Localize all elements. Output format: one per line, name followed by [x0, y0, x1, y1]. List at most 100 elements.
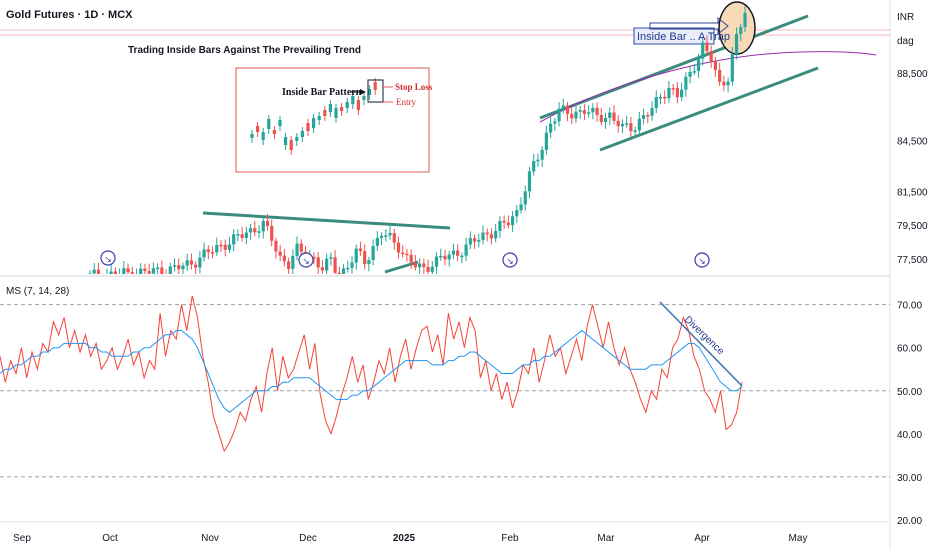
support-trendline-early — [384, 260, 419, 274]
candle-body — [282, 255, 286, 262]
candle-body — [341, 268, 346, 274]
candle-body — [671, 87, 675, 90]
candle-body — [527, 171, 532, 192]
event-marker-glyph: ↘ — [302, 256, 310, 266]
oscillator-tick-label: 50.00 — [897, 387, 922, 398]
candle-body — [185, 260, 189, 266]
candle-body — [595, 107, 599, 115]
candle-body — [295, 243, 299, 256]
candle-body — [739, 26, 743, 34]
oscillator-slow-line — [0, 329, 743, 413]
candle-body — [147, 271, 151, 274]
event-marker-icon[interactable] — [502, 252, 518, 268]
candle-body — [650, 108, 654, 116]
inside-bar-frame — [367, 79, 384, 103]
time-tick-label: Nov — [201, 533, 219, 544]
candle-body — [156, 267, 160, 270]
candle-body — [646, 115, 650, 117]
candle-body — [396, 242, 401, 253]
candle-body — [210, 252, 215, 254]
price-tick-label: 77,500 — [897, 255, 928, 266]
oscillator-fast-line — [0, 295, 743, 453]
candle-body — [667, 87, 671, 99]
candle-body — [312, 257, 316, 259]
candle-body — [299, 243, 303, 252]
candle-body — [637, 118, 641, 131]
candle-body — [109, 271, 113, 274]
inset-candle-body — [351, 96, 355, 104]
inset-candle-body — [340, 107, 344, 111]
time-tick-label: Oct — [102, 533, 118, 544]
candle-body — [363, 251, 367, 265]
inset-candle-body — [289, 140, 293, 150]
candle-body — [506, 222, 510, 226]
trap-label: Inside Bar .. A Trap — [637, 31, 730, 43]
trap-arrow-icon — [649, 16, 729, 36]
candle-body — [278, 251, 282, 256]
candle-body — [523, 191, 527, 205]
candle-body — [498, 220, 502, 232]
candle-body — [688, 71, 692, 77]
inset-candle-body — [334, 108, 338, 118]
candle-body — [329, 257, 333, 259]
candle-body — [718, 69, 722, 82]
candle-body — [468, 238, 472, 245]
candle-body — [726, 81, 730, 86]
channel-lower-trendline — [599, 66, 819, 152]
candle-body — [510, 216, 515, 226]
event-marker-icon[interactable] — [694, 252, 710, 268]
symbol-title: Gold Futures · 1D · MCX — [6, 9, 133, 21]
candle-body — [519, 204, 523, 211]
price-tick-label: 81,500 — [897, 187, 928, 198]
candle-body — [113, 271, 117, 274]
inset-candle-body — [317, 116, 321, 120]
candle-body — [616, 120, 620, 127]
candle-body — [730, 53, 734, 82]
candle-body — [172, 265, 177, 267]
candle-body — [675, 88, 679, 98]
channel-upper-trendline — [539, 14, 809, 120]
candle-body — [143, 268, 147, 272]
candle-body — [92, 269, 96, 274]
candle-body — [578, 110, 582, 112]
candle-body — [367, 259, 371, 265]
candle-body — [371, 246, 375, 260]
candle-body — [426, 267, 430, 272]
candle-body — [722, 81, 726, 86]
candle-body — [612, 112, 616, 121]
candle-body — [350, 262, 354, 268]
candle-body — [160, 267, 164, 274]
inset-candle-body — [256, 126, 260, 132]
resistance-trendline — [202, 211, 451, 230]
candle-body — [692, 71, 696, 73]
candle-body — [333, 257, 337, 273]
inset-candle-body — [261, 132, 265, 140]
candle-body — [401, 252, 405, 255]
candle-body — [316, 257, 320, 268]
event-marker-icon[interactable] — [298, 252, 314, 268]
entry-label: Entry — [396, 97, 416, 107]
oscillator-tick-label: 30.00 — [897, 473, 922, 484]
divergence-line — [659, 301, 743, 387]
inset-candle-body — [356, 100, 360, 110]
candle-body — [633, 130, 637, 132]
candle-body — [434, 256, 439, 267]
candle-body — [202, 249, 206, 258]
candle-body — [680, 89, 684, 98]
time-tick-label: Sep — [13, 533, 31, 544]
candle-body — [291, 255, 295, 269]
oscillator-series — [0, 295, 743, 453]
candle-body — [477, 239, 481, 242]
candle-body — [587, 112, 591, 114]
candle-body — [663, 96, 667, 99]
candle-body — [620, 123, 625, 127]
candle-body — [265, 220, 270, 226]
event-marker-icon[interactable] — [100, 250, 116, 266]
inset-candle-body — [368, 89, 372, 95]
candle-body — [151, 268, 155, 274]
candle-body — [654, 96, 658, 109]
time-tick-label: Apr — [694, 533, 710, 544]
candle-body — [198, 257, 202, 268]
candle-body — [168, 266, 172, 274]
